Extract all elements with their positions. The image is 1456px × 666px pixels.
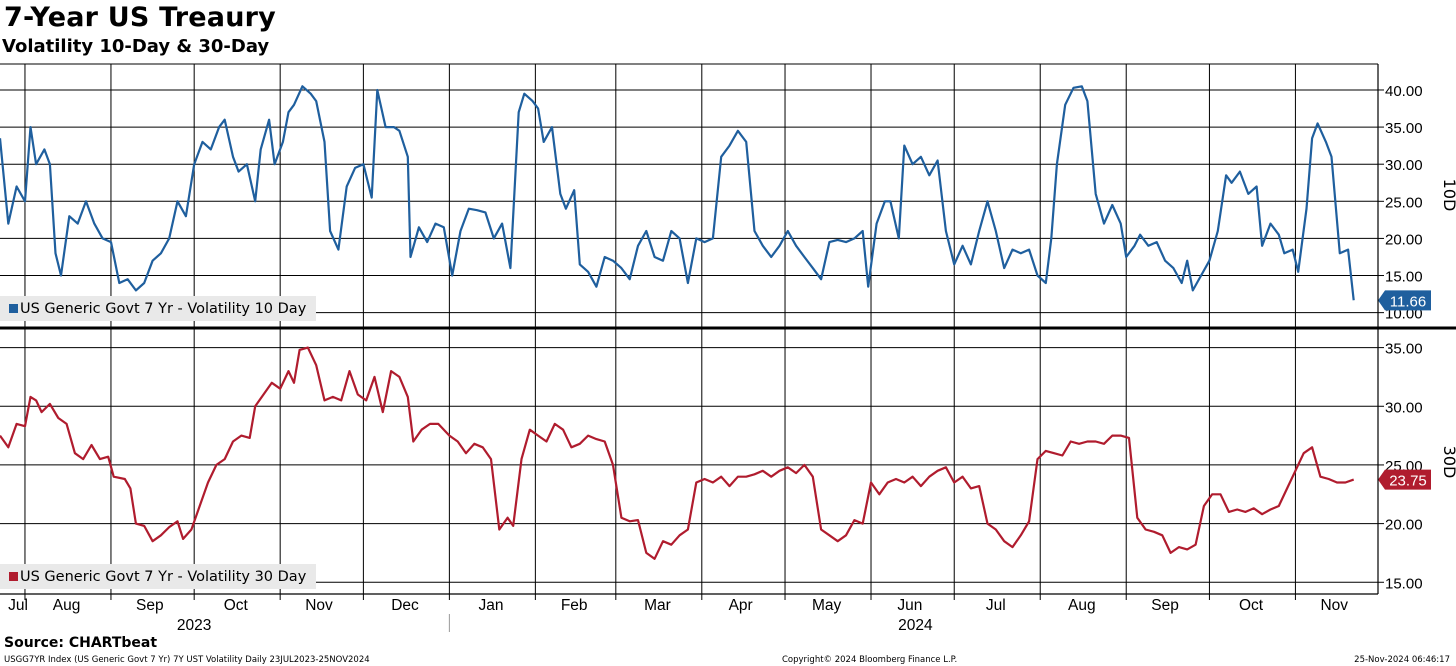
series-line-30d [0, 346, 1355, 560]
month-label: Sep [136, 597, 164, 614]
month-label: Dec [391, 597, 419, 614]
y-tick-label: 30.00 [1385, 399, 1423, 416]
legend-box [0, 564, 316, 589]
month-label: Mar [644, 597, 671, 614]
axis-label: 10D [1440, 179, 1456, 212]
month-label: Feb [561, 597, 588, 614]
y-tick-label: 15.00 [1385, 575, 1423, 592]
last-value-label: 11.66 [1390, 293, 1426, 310]
y-tick-label: 40.00 [1385, 83, 1423, 100]
month-label: Oct [224, 597, 249, 614]
chart-subtitle: Volatility 10-Day & 30-Day [2, 36, 270, 57]
year-label: 2023 [177, 617, 211, 634]
last-value-label: 23.75 [1389, 473, 1427, 490]
year-label: 2024 [898, 617, 933, 634]
legend-swatch [9, 572, 18, 581]
last-value-tag [1378, 290, 1431, 311]
legend-label: US Generic Govt 7 Yr - Volatility 10 Day [20, 301, 307, 317]
month-label: Apr [729, 597, 753, 614]
month-label: Aug [53, 597, 81, 614]
timestamp: 25-Nov-2024 06:46:17 [1354, 655, 1450, 665]
month-label: Nov [1320, 597, 1348, 614]
last-value-tag [1378, 469, 1431, 490]
month-label: Jan [478, 597, 503, 614]
month-label: Aug [1068, 597, 1096, 614]
y-tick-label: 15.00 [1385, 269, 1423, 286]
copyright: Copyright© 2024 Bloomberg Finance L.P. [782, 655, 958, 665]
month-label: Sep [1151, 597, 1179, 614]
axis-label: 30D [1440, 446, 1456, 479]
month-label: Jul [8, 597, 28, 614]
legend-box [0, 296, 316, 321]
series-line-10d [0, 85, 1355, 301]
legend-label: US Generic Govt 7 Yr - Volatility 30 Day [20, 569, 307, 585]
y-tick-label: 25.00 [1385, 194, 1423, 211]
y-tick-label: 30.00 [1385, 157, 1423, 174]
y-tick-label: 20.00 [1385, 517, 1423, 534]
y-tick-label: 20.00 [1385, 231, 1423, 248]
month-label: May [812, 597, 842, 614]
source-note: Source: CHARTbeat [4, 635, 158, 651]
legend-swatch [9, 304, 18, 313]
y-tick-label: 35.00 [1385, 120, 1423, 137]
month-label: Oct [1239, 597, 1264, 614]
y-tick-label: 35.00 [1385, 341, 1423, 358]
month-label: Jun [897, 597, 922, 614]
chart-title: 7-Year US Treaury [4, 2, 276, 33]
month-label: Nov [305, 597, 333, 614]
month-label: Jul [986, 597, 1006, 614]
index-meta: USGG7YR Index (US Generic Govt 7 Yr) 7Y … [4, 655, 370, 665]
